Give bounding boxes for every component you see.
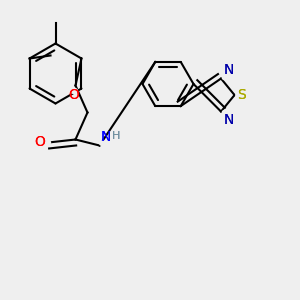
Text: O: O xyxy=(68,88,80,103)
Text: H: H xyxy=(112,131,120,141)
Text: N: N xyxy=(224,113,234,127)
Text: N: N xyxy=(101,130,111,144)
Text: O: O xyxy=(34,136,46,149)
Text: N: N xyxy=(224,63,234,77)
Ellipse shape xyxy=(222,75,228,80)
Text: O: O xyxy=(34,136,46,149)
Text: S: S xyxy=(238,88,246,102)
Ellipse shape xyxy=(99,140,106,146)
Ellipse shape xyxy=(222,110,228,115)
Text: O: O xyxy=(68,88,80,103)
Text: N: N xyxy=(224,113,234,127)
Ellipse shape xyxy=(70,88,78,94)
Ellipse shape xyxy=(43,139,51,146)
Text: S: S xyxy=(238,88,246,102)
Text: N: N xyxy=(101,130,111,144)
Text: H: H xyxy=(112,131,121,141)
Text: N: N xyxy=(224,63,234,77)
Ellipse shape xyxy=(235,92,242,98)
